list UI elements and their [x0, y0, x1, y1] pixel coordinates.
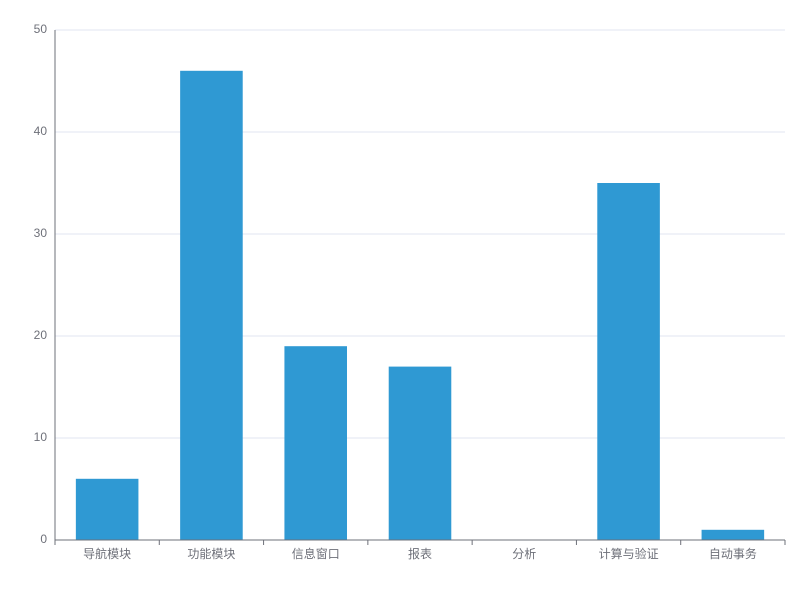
y-tick-label: 50 — [34, 22, 48, 36]
y-tick-label: 0 — [40, 532, 47, 546]
x-tick-label: 导航模块 — [83, 546, 131, 561]
bar — [597, 183, 660, 540]
bar — [702, 530, 765, 540]
bar — [76, 479, 139, 540]
bar-chart: 0 10 20 30 40 50 导航模块 功能模块 信息窗口 报表 分析 计算与验证 自动事务 — [0, 0, 800, 600]
x-tick-label: 计算与验证 — [599, 546, 659, 561]
bar — [389, 367, 452, 540]
x-tick-label: 分析 — [512, 547, 536, 561]
x-tick-label: 信息窗口 — [292, 546, 340, 561]
bar — [284, 346, 347, 540]
bar — [180, 71, 243, 540]
y-tick-label: 10 — [34, 430, 48, 444]
y-tick-label: 40 — [34, 124, 48, 138]
x-tick-label: 自动事务 — [709, 546, 757, 561]
x-tick-label: 报表 — [408, 546, 432, 561]
y-tick-label: 20 — [34, 328, 48, 342]
y-tick-label: 30 — [34, 226, 48, 240]
x-tick-label: 功能模块 — [187, 547, 235, 561]
